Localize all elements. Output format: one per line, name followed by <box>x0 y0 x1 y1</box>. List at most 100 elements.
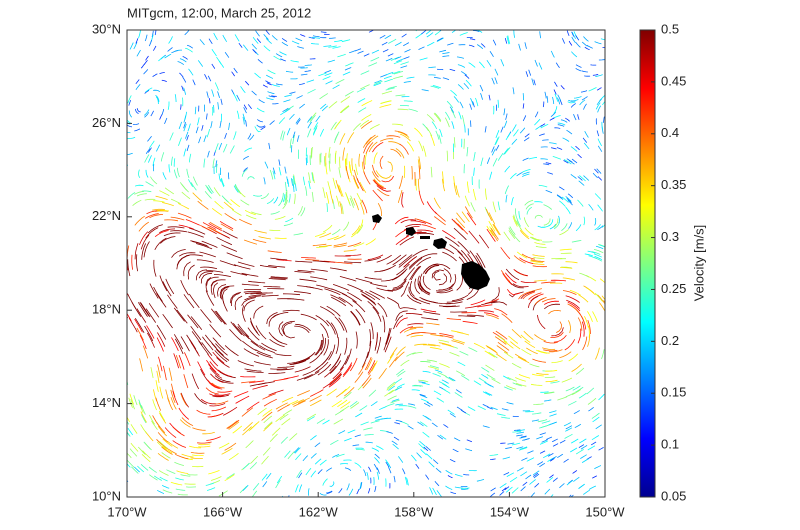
flow-streak <box>583 489 590 495</box>
flow-streak <box>434 216 446 226</box>
flow-streak <box>339 201 343 214</box>
flow-streak <box>128 397 133 408</box>
flow-streak <box>323 339 329 356</box>
flow-streak <box>306 416 315 422</box>
flow-streak <box>542 139 549 141</box>
flow-streak <box>328 344 336 361</box>
flow-streak <box>550 381 560 384</box>
flow-streak <box>539 450 546 454</box>
flow-streak <box>488 94 491 101</box>
flow-streak <box>414 278 421 295</box>
flow-streak <box>367 300 380 315</box>
flow-streak <box>388 467 392 474</box>
flow-streak <box>501 408 509 411</box>
flow-streak <box>506 36 510 45</box>
flow-streak <box>597 105 602 113</box>
flow-streak <box>254 126 261 133</box>
flow-streak <box>581 458 590 463</box>
flow-streak <box>141 414 147 424</box>
flow-streak <box>571 240 582 243</box>
flow-streak <box>319 459 327 466</box>
flow-streak <box>486 157 491 164</box>
flow-streak <box>532 412 542 415</box>
flow-streak <box>538 184 548 188</box>
flow-streak <box>338 430 346 435</box>
flow-streak <box>448 274 457 289</box>
flow-streak <box>442 388 451 394</box>
flow-streak <box>194 393 207 405</box>
flow-streak <box>490 458 496 460</box>
flow-streak <box>216 357 230 368</box>
flow-streak <box>457 361 466 367</box>
flow-streak <box>464 206 473 219</box>
flow-streak <box>170 397 177 410</box>
flow-streak <box>248 280 266 284</box>
flow-streak <box>439 363 450 368</box>
flow-streak <box>145 169 149 178</box>
flow-streak <box>447 475 453 479</box>
flow-streak <box>167 47 173 52</box>
flow-streak <box>349 164 353 177</box>
flow-streak <box>329 191 334 204</box>
flow-streak <box>254 72 262 79</box>
flow-streak <box>300 73 308 76</box>
flow-streak <box>472 101 475 108</box>
flow-streak <box>539 440 548 445</box>
flow-streak <box>154 230 169 238</box>
flow-streak <box>171 50 178 54</box>
flow-streak <box>375 170 386 179</box>
flow-streak <box>340 105 350 114</box>
flow-streak <box>579 272 590 278</box>
flow-streak <box>355 308 366 324</box>
flow-streak <box>163 365 167 381</box>
flow-streak <box>195 269 207 281</box>
flow-streak <box>340 96 351 103</box>
flow-streak <box>418 379 429 383</box>
flow-streak <box>245 120 247 127</box>
flow-streak <box>241 272 259 277</box>
flow-streak <box>332 177 337 189</box>
flow-streak <box>282 107 289 113</box>
flow-streak <box>511 196 514 206</box>
flow-streak <box>513 30 515 38</box>
flow-streak <box>162 281 172 297</box>
flow-streak <box>480 93 483 100</box>
flow-streak <box>342 362 353 376</box>
flow-streak <box>377 188 390 197</box>
flow-streak <box>241 380 256 384</box>
flow-streak <box>344 337 348 355</box>
flow-streak <box>332 84 340 89</box>
flow-streak <box>421 89 429 92</box>
flow-streak <box>409 266 420 281</box>
flow-streak <box>524 133 530 138</box>
flow-streak <box>145 227 159 239</box>
flow-streak <box>157 364 161 378</box>
flow-streak <box>484 126 487 133</box>
flow-streak <box>449 352 460 357</box>
flow-streak <box>568 494 572 497</box>
flow-streak <box>232 323 245 337</box>
flow-streak <box>258 236 271 240</box>
flow-streak <box>490 487 496 492</box>
flow-streak <box>494 68 499 76</box>
flow-streak <box>296 119 301 125</box>
flow-streak <box>580 445 588 450</box>
plot-frame <box>126 29 606 498</box>
flow-streak <box>256 38 262 43</box>
flow-streak <box>516 431 524 434</box>
flow-streak <box>594 193 602 200</box>
flow-streak <box>442 305 460 308</box>
flow-streak <box>558 186 565 191</box>
flow-streak <box>218 490 228 497</box>
flow-streak <box>263 422 273 432</box>
flow-streak <box>504 147 511 155</box>
flow-streak <box>376 471 380 480</box>
flow-streak <box>365 142 374 155</box>
flow-streak <box>549 142 557 145</box>
flow-streak <box>138 399 143 409</box>
flow-streak <box>294 366 311 373</box>
flow-streak <box>149 474 158 481</box>
flow-streak <box>157 432 169 443</box>
flow-streak <box>350 402 360 409</box>
flow-streak <box>333 244 347 248</box>
